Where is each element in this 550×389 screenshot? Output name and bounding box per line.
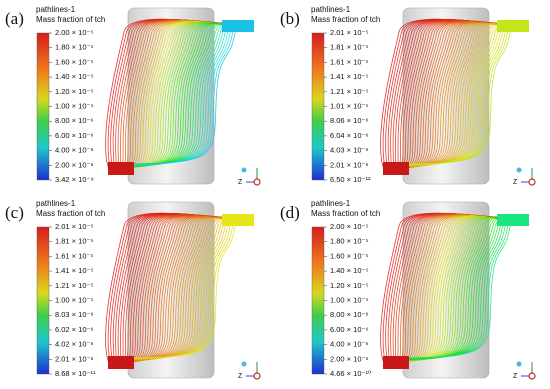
legend-title: pathlines-1 (311, 5, 351, 14)
colorbar-tick-label: 1.01 × 10⁻⁵ (330, 101, 369, 110)
axis-dot (241, 361, 247, 367)
axis-label: Z (238, 179, 243, 186)
axis-label: Z (238, 373, 243, 380)
colorbar-tick-label: 6.00 × 10⁻⁶ (55, 131, 94, 140)
axis-x (528, 178, 536, 186)
colorbar-tick-label: 2.01 × 10⁻⁶ (55, 354, 94, 363)
quantity-label: Mass fraction of tch (311, 209, 380, 218)
colorbar-tick-label: 8.03 × 10⁻⁶ (55, 310, 94, 319)
colorbar-tick-label: 6.02 × 10⁻⁶ (55, 325, 94, 334)
panel-label: (a) (5, 9, 24, 28)
axis-dot (516, 167, 522, 173)
colorbar (311, 32, 325, 181)
inlet-pipe (108, 162, 134, 175)
colorbar-tick-label: 1.40 × 10⁻⁵ (55, 72, 94, 81)
colorbar-tick-label: 4.03 × 10⁻⁶ (330, 146, 369, 155)
colorbar-tick-label: 8.06 × 10⁻⁶ (330, 116, 369, 125)
inlet-pipe (383, 162, 409, 175)
colorbar-tick-label: 2.01 × 10⁻⁶ (330, 160, 369, 169)
outlet-pipe (222, 20, 254, 32)
colorbar-tick-label: 2.00 × 10⁻⁵ (55, 28, 94, 37)
axis-x (253, 372, 261, 380)
colorbar-tick-label: 1.61 × 10⁻⁵ (55, 251, 94, 260)
colorbar-tick-label: 4.00 × 10⁻⁶ (330, 340, 369, 349)
colorbar-tick-label: 1.81 × 10⁻⁵ (330, 43, 369, 52)
colorbar-tick-label: 1.21 × 10⁻⁵ (330, 87, 369, 96)
colorbar-tick-label: 1.80 × 10⁻⁵ (330, 237, 369, 246)
colorbar-tick-label: 1.00 × 10⁻⁵ (55, 295, 94, 304)
axis-label: Z (513, 373, 518, 380)
colorbar-tick-label: 1.80 × 10⁻⁵ (55, 43, 94, 52)
colorbar (311, 226, 325, 375)
colorbar-tick-label: 1.40 × 10⁻⁵ (330, 266, 369, 275)
colorbar (36, 226, 50, 375)
colorbar-tick-label: 1.20 × 10⁻⁵ (330, 281, 369, 290)
colorbar-tick-label: 1.00 × 10⁻⁵ (330, 295, 369, 304)
quantity-label: Mass fraction of tch (36, 209, 105, 218)
legend-title: pathlines-1 (311, 199, 351, 208)
colorbar-tick-label: 6.04 × 10⁻⁶ (330, 131, 369, 140)
colorbar-tick-label: 2.00 × 10⁻⁵ (330, 222, 369, 231)
quantity-label: Mass fraction of tch (36, 15, 105, 24)
colorbar-tick-label: 8.00 × 10⁻⁶ (55, 116, 94, 125)
colorbar-tick-label: 4.66 × 10⁻¹⁰ (330, 369, 371, 378)
inlet-pipe (383, 356, 409, 369)
colorbar-tick-label: 8.00 × 10⁻⁶ (330, 310, 369, 319)
axis-dot (241, 167, 247, 173)
colorbar-tick-label: 6.50 × 10⁻¹² (330, 175, 371, 184)
colorbar-tick-label: 2.01 × 10⁻⁵ (55, 222, 94, 231)
legend-title: pathlines-1 (36, 5, 76, 14)
axis-label: Z (513, 179, 518, 186)
colorbar-tick-label: 1.21 × 10⁻⁵ (55, 281, 94, 290)
axis-x (528, 372, 536, 380)
axis-x (253, 178, 261, 186)
panel-label: (b) (280, 9, 300, 28)
inlet-pipe (108, 356, 134, 369)
panel-label: (d) (280, 203, 300, 222)
colorbar-tick-label: 1.60 × 10⁻⁵ (55, 57, 94, 66)
colorbar-tick-label: 1.00 × 10⁻⁵ (55, 101, 94, 110)
colorbar-tick-label: 1.41 × 10⁻⁵ (55, 266, 94, 275)
colorbar-tick-label: 2.00 × 10⁻⁶ (55, 160, 94, 169)
outlet-pipe (222, 214, 254, 226)
colorbar-tick-label: 1.60 × 10⁻⁵ (330, 251, 369, 260)
colorbar-tick-label: 8.68 × 10⁻¹¹ (55, 369, 96, 378)
colorbar-tick-label: 1.81 × 10⁻⁵ (55, 237, 94, 246)
outlet-pipe (497, 20, 529, 32)
colorbar-tick-label: 4.02 × 10⁻⁶ (55, 340, 94, 349)
colorbar-tick-label: 1.41 × 10⁻⁵ (330, 72, 369, 81)
colorbar (36, 32, 50, 181)
quantity-label: Mass fraction of tch (311, 15, 380, 24)
colorbar-tick-label: 2.00 × 10⁻⁶ (330, 354, 369, 363)
panel-label: (c) (5, 203, 24, 222)
colorbar-tick-label: 1.61 × 10⁻⁵ (330, 57, 369, 66)
outlet-pipe (497, 214, 529, 226)
colorbar-tick-label: 1.20 × 10⁻⁵ (55, 87, 94, 96)
axis-dot (516, 361, 522, 367)
legend-title: pathlines-1 (36, 199, 76, 208)
colorbar-tick-label: 4.00 × 10⁻⁶ (55, 146, 94, 155)
colorbar-tick-label: 3.42 × 10⁻⁹ (55, 175, 94, 184)
colorbar-tick-label: 2.01 × 10⁻⁵ (330, 28, 369, 37)
colorbar-tick-label: 6.00 × 10⁻⁶ (330, 325, 369, 334)
